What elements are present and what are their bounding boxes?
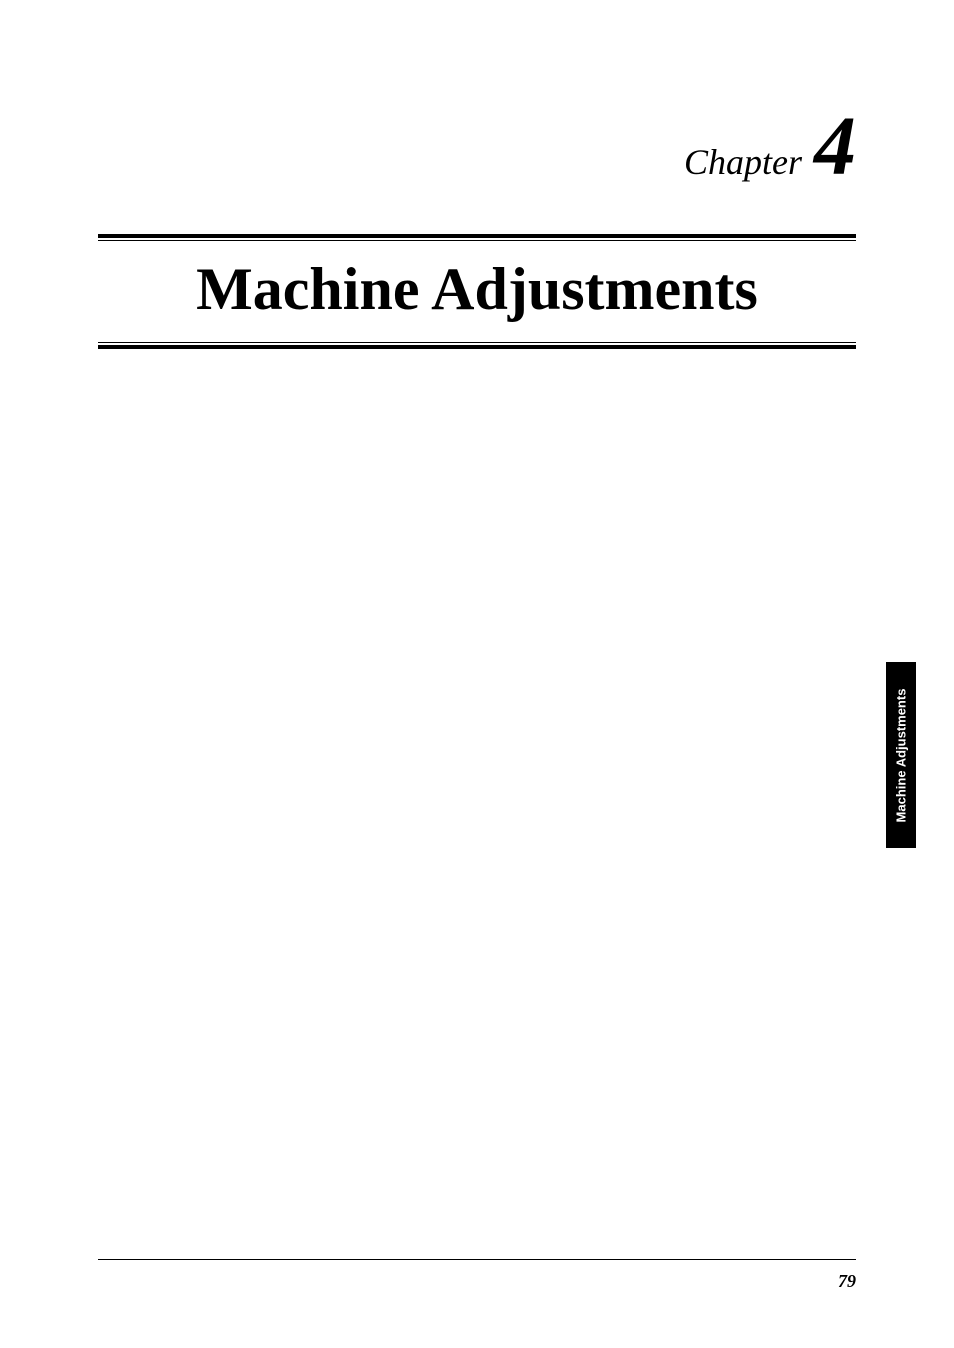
chapter-title-container: Machine Adjustments [98,234,856,349]
title-rule-bottom-thin [98,342,856,343]
title-rule-top-thick [98,234,856,238]
side-tab: Machine Adjustments [886,662,916,848]
title-rule-bottom-thick [98,345,856,349]
page-number: 79 [838,1271,856,1292]
chapter-title: Machine Adjustments [98,241,856,342]
side-tab-text: Machine Adjustments [894,688,909,822]
chapter-number: 4 [814,98,856,195]
chapter-label: Chapter 4 [684,98,856,195]
footer-rule [98,1259,856,1260]
chapter-label-text: Chapter [684,141,802,183]
